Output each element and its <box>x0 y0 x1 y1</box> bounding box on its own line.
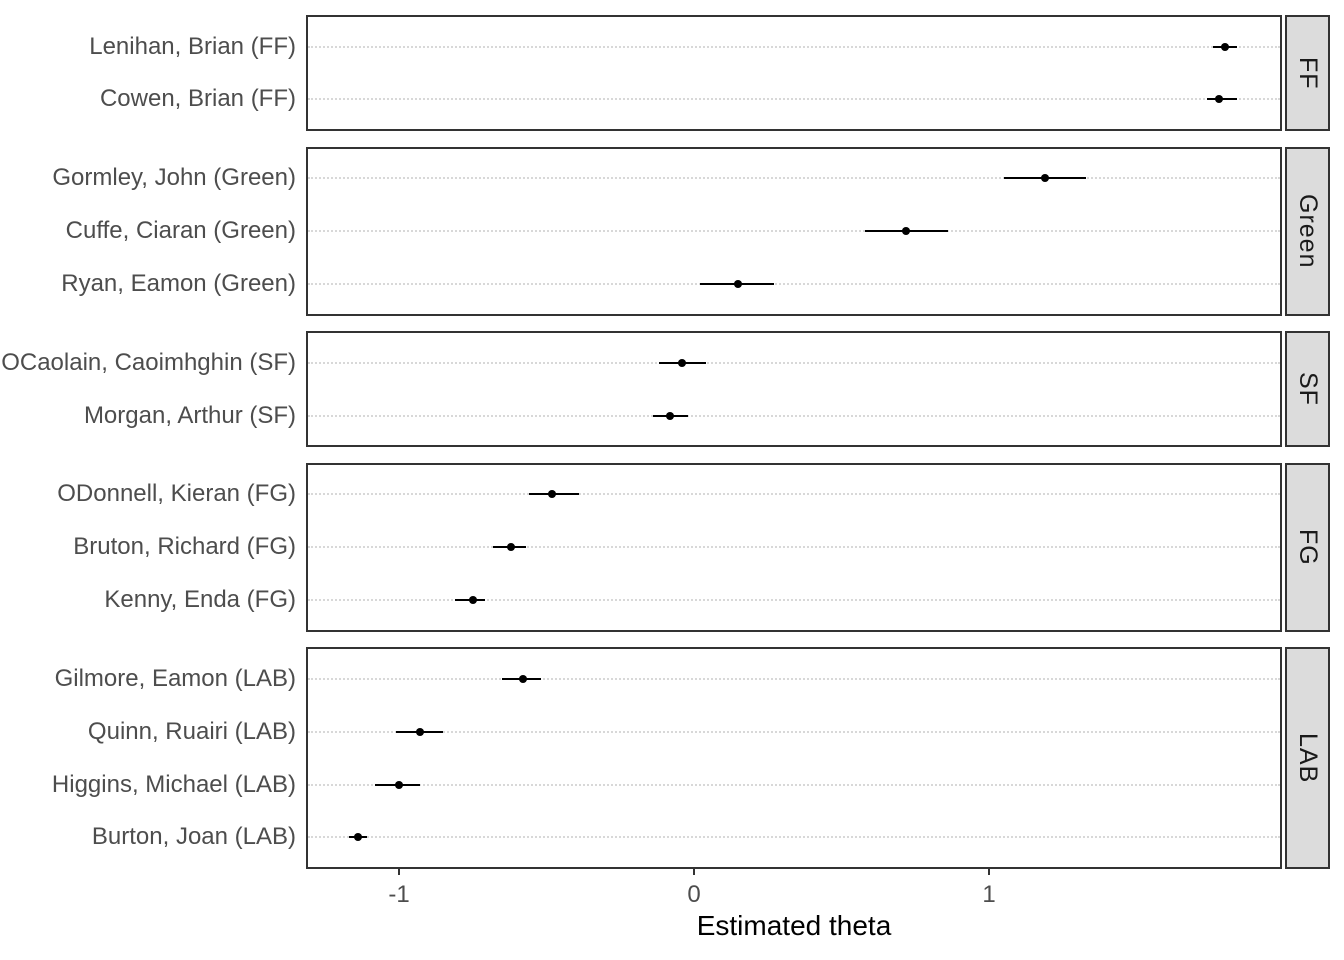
point-estimate <box>1041 174 1050 183</box>
point-estimate <box>678 358 687 367</box>
row-gridline <box>308 230 1280 233</box>
facet-strip-green: Green <box>1285 146 1330 316</box>
row-gridline <box>308 414 1280 417</box>
y-axis-label: Burton, Joan (LAB) <box>91 823 296 851</box>
y-axis-label: Bruton, Richard (FG) <box>73 533 296 561</box>
facet-strip-label: Green <box>1294 193 1322 269</box>
x-axis-tick-label: 0 <box>687 881 701 908</box>
point-estimate <box>1221 42 1229 51</box>
y-axis-label: Ryan, Eamon (Green) <box>61 269 296 297</box>
point-estimate <box>548 490 557 499</box>
row-gridline <box>308 599 1280 602</box>
row-gridline <box>308 45 1280 48</box>
facet-panel-lab <box>306 647 1282 869</box>
point-estimate <box>415 727 424 736</box>
row-gridline <box>308 493 1280 496</box>
x-axis-title: Estimated theta <box>696 910 892 941</box>
row-gridline <box>308 361 1280 364</box>
y-axis-label: Quinn, Ruairi (LAB) <box>87 717 296 745</box>
facet-strip-ff: FF <box>1285 15 1330 132</box>
point-estimate <box>518 674 527 683</box>
facet-strip-sf: SF <box>1285 331 1330 448</box>
point-estimate <box>1215 95 1224 104</box>
row-gridline <box>308 98 1280 101</box>
point-estimate <box>353 833 362 842</box>
facet-strip-lab: LAB <box>1285 647 1330 869</box>
facet-strip-fg: FG <box>1285 462 1330 632</box>
row-gridline <box>308 177 1280 180</box>
row-gridline <box>308 546 1280 549</box>
facet-strip-label: LAB <box>1294 732 1322 784</box>
point-estimate <box>734 279 743 288</box>
x-axis-tick-label: -1 <box>388 881 410 908</box>
point-estimate <box>507 543 516 552</box>
facet-panel-sf <box>306 331 1282 448</box>
x-axis-tick-label: 1 <box>982 881 996 908</box>
row-gridline <box>308 836 1280 839</box>
point-estimate <box>666 411 675 420</box>
facet-strip-label: SF <box>1294 372 1322 407</box>
point-estimate <box>395 780 403 789</box>
y-axis-label: ODonnell, Kieran (FG) <box>57 480 296 508</box>
x-axis-tick <box>693 869 695 875</box>
y-axis-label: Morgan, Arthur (SF) <box>83 401 296 429</box>
point-estimate <box>468 596 477 605</box>
y-axis-label: Cowen, Brian (FF) <box>99 85 296 113</box>
x-axis-tick <box>988 869 990 875</box>
row-gridline <box>308 282 1280 285</box>
facet-strip-label: FF <box>1294 56 1322 90</box>
row-gridline <box>308 677 1280 680</box>
facet-panel-ff <box>306 15 1282 132</box>
y-axis-label: Gormley, John (Green) <box>52 164 296 192</box>
y-axis-label: Kenny, Enda (FG) <box>104 586 296 614</box>
facet-strip-label: FG <box>1294 528 1322 566</box>
row-gridline <box>308 730 1280 733</box>
y-axis-label: Higgins, Michael (LAB) <box>51 770 296 798</box>
x-axis-tick <box>398 869 400 875</box>
point-estimate <box>902 227 911 236</box>
y-axis-label: Lenihan, Brian (FF) <box>89 32 296 60</box>
row-gridline <box>308 783 1280 786</box>
y-axis-label: Cuffe, Ciaran (Green) <box>65 217 296 245</box>
y-axis-label: Gilmore, Eamon (LAB) <box>54 664 296 692</box>
y-axis-label: OCaolain, Caoimhghin (SF) <box>1 348 296 376</box>
